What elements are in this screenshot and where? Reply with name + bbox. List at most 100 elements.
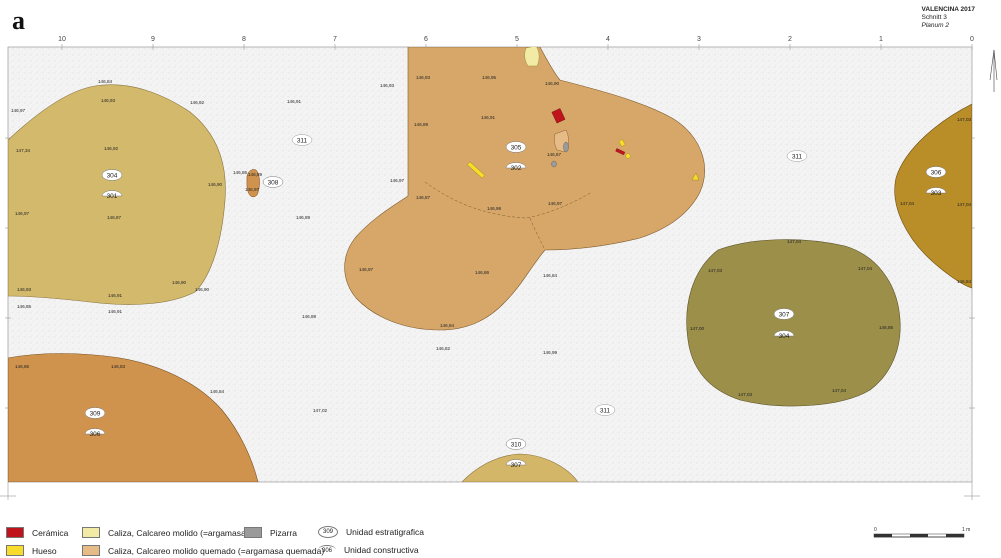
ue-number: 309	[90, 411, 101, 418]
hueso-find-right	[691, 172, 700, 181]
legend-label: Unidad estratigrafica	[346, 527, 424, 537]
legend-label: Hueso	[32, 545, 57, 556]
elevation: 147,04	[858, 266, 872, 271]
elevation: 146,89	[248, 172, 262, 177]
label-305: 305 302	[505, 141, 527, 172]
scale-bar: 0 1 m	[873, 527, 970, 538]
label-311-c: 311	[594, 404, 616, 416]
scale-end: 1 m	[962, 527, 970, 533]
ceramica-find	[551, 108, 566, 124]
legend-label: Caliza, Calcareo molido (=argamasa)	[108, 527, 249, 538]
label-304: 304 301	[101, 169, 123, 200]
grid-top-labels: 10 9 8 7 6 5 4 3 2 1 0	[58, 36, 974, 43]
hueso-swatch	[6, 545, 24, 556]
elevation: 146,97	[245, 187, 259, 192]
north-arrow-icon	[989, 49, 998, 92]
uc-number: 302	[511, 165, 522, 172]
legend-caliza-molido: Caliza, Calcareo molido (=argamasa)	[82, 527, 249, 538]
label-311-a: 311	[291, 134, 313, 146]
elevation: 146,90	[208, 182, 222, 187]
elevation: 146,89	[296, 215, 310, 220]
pizarra-swatch	[244, 527, 262, 538]
elevation: 147,04	[832, 388, 846, 393]
elevation: 147,02	[313, 408, 327, 413]
ue-number: 306	[931, 170, 942, 177]
legend-hueso: Hueso	[6, 545, 57, 556]
legend-ceramica: Cerámica	[6, 527, 68, 538]
caliza-molido-find	[524, 47, 540, 67]
elevation: 146,93	[17, 287, 31, 292]
grid-label: 4	[606, 36, 610, 43]
feature-306-deposit	[894, 103, 972, 289]
legend-unidad-constructiva: 306 Unidad constructiva	[318, 545, 419, 555]
grid-label: 2	[788, 36, 792, 43]
hueso-find-long	[466, 161, 486, 179]
ue-symbol: 309	[318, 526, 338, 538]
elevation: 147,04	[957, 202, 971, 207]
elevation: 146,97	[11, 108, 25, 113]
elevation: 146,90	[172, 280, 186, 285]
grid-label: 9	[151, 36, 155, 43]
elevation: 146,93	[380, 83, 394, 88]
ue-number: 305	[511, 145, 522, 152]
grid-label: 7	[333, 36, 337, 43]
site-title: VALENCINA 2017	[921, 6, 975, 13]
elevation: 146,97	[548, 201, 562, 206]
label-311-b: 311	[786, 150, 808, 162]
elevation: 146,93	[101, 98, 115, 103]
elevation: 146,84	[957, 279, 971, 284]
feature-305-inner-boundary	[424, 181, 593, 251]
elevation: 146,87	[547, 152, 561, 157]
elevation: 147,03	[738, 392, 752, 397]
elevation: 146,84	[440, 323, 454, 328]
elevation: 146,95	[482, 75, 496, 80]
feature-309-deposit	[8, 353, 259, 482]
elevation: 146,91	[108, 293, 122, 298]
ue-number: 311	[297, 138, 308, 145]
elevation: 146,93	[416, 75, 430, 80]
elevation: 146,86	[475, 270, 489, 275]
elevation: 146,97	[15, 211, 29, 216]
title-block: VALENCINA 2017 Schnitt 3 Planum 2	[922, 6, 975, 30]
elevation: 146,99	[543, 350, 557, 355]
elevation: 146,84	[543, 273, 557, 278]
uc-number: 301	[107, 193, 118, 200]
legend-caliza-quemado: Caliza, Calcareo molido quemado (=argama…	[82, 545, 324, 556]
elevation: 146,97	[390, 178, 404, 183]
elevation: 146,98	[487, 206, 501, 211]
elevation: 147,34	[16, 148, 30, 153]
elevation: 146,87	[107, 215, 121, 220]
legend-label: Caliza, Calcareo molido quemado (=argama…	[108, 545, 325, 556]
legend-label: Unidad constructiva	[344, 545, 419, 555]
elevation: 146,86	[879, 325, 893, 330]
elevations: 146,84 146,93 146,92 146,97 146,91 146,9…	[11, 75, 971, 413]
uc-number: 304	[779, 333, 790, 340]
grid-label: 1	[879, 36, 883, 43]
feature-310-deposit	[461, 453, 579, 482]
elevation: 146,91	[108, 309, 122, 314]
ue-number: 311	[792, 154, 803, 161]
elevation: 146,92	[190, 100, 204, 105]
elevation: 146,89	[302, 314, 316, 319]
elevation: 146,86	[233, 170, 247, 175]
hueso-find	[618, 139, 626, 147]
elevation: 147,03	[957, 117, 971, 122]
legend-label: Cerámica	[32, 527, 69, 538]
elevation: 146,89	[414, 122, 428, 127]
feature-305-deposit	[344, 47, 705, 331]
elevation: 146,82	[436, 346, 450, 351]
elevation: 147,03	[708, 268, 722, 273]
caliza-quemado-swatch	[82, 545, 100, 556]
elevation: 146,97	[359, 267, 373, 272]
grid-label: 8	[242, 36, 246, 43]
uc-number: 303	[931, 190, 942, 197]
elevation: 146,90	[545, 81, 559, 86]
ceramica-swatch	[6, 527, 24, 538]
ceramica-find-small	[615, 148, 626, 156]
grid-label: 0	[970, 36, 974, 43]
uc-number: 307	[511, 462, 522, 469]
feature-308-deposit	[246, 169, 260, 198]
feature-307-right-deposit	[686, 239, 901, 407]
panel-letter: a	[12, 6, 25, 35]
elevation: 146,91	[287, 99, 301, 104]
